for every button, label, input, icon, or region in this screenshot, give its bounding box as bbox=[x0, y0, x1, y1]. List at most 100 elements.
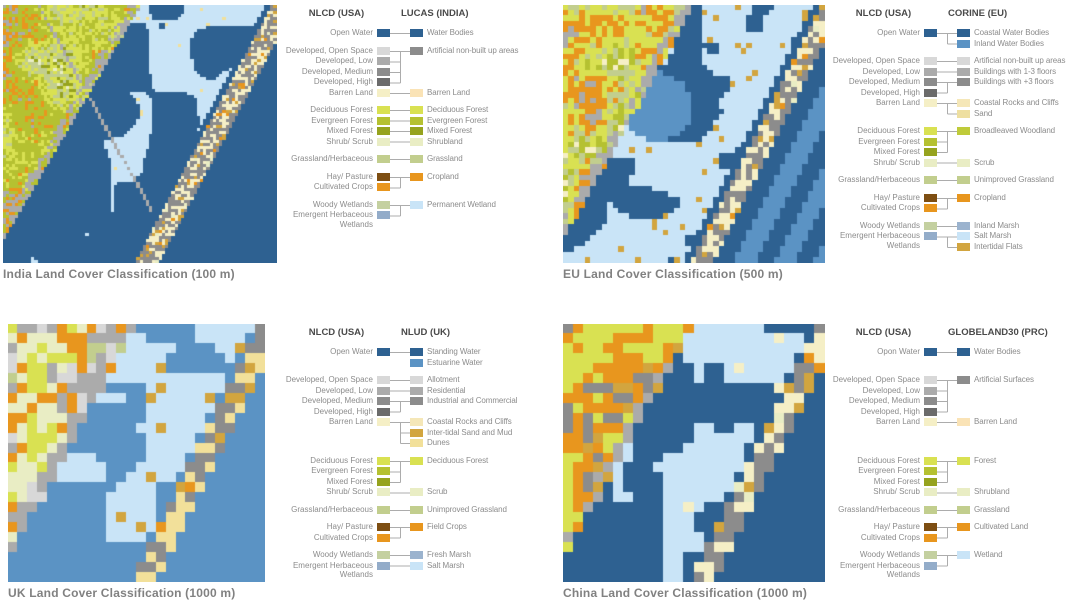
nlcd-class-swatch bbox=[377, 488, 390, 496]
target-class-swatch bbox=[410, 200, 423, 209]
nlcd-class-swatch bbox=[924, 505, 937, 514]
nlcd-class-swatch bbox=[377, 376, 390, 384]
target-class-label: Field Crops bbox=[427, 522, 467, 531]
legend-left-header: NLCD (USA) bbox=[855, 327, 912, 338]
nlcd-class-label: Developed, High bbox=[860, 87, 920, 97]
nlcd-class-label: Shrub/ Scrub bbox=[326, 136, 373, 146]
target-class-swatch bbox=[410, 397, 423, 405]
target-class-label: Barren Land bbox=[427, 87, 470, 97]
nlcd-class-swatch bbox=[377, 523, 390, 531]
target-class-swatch bbox=[957, 376, 970, 384]
nlcd-class-swatch bbox=[377, 200, 390, 209]
target-class-label: Barren Land bbox=[974, 417, 1017, 426]
nlcd-class-label: Open Water bbox=[877, 28, 920, 37]
target-class-label: Allotment bbox=[427, 375, 460, 384]
target-class-label: Cropland bbox=[427, 171, 459, 181]
nlcd-class-swatch bbox=[377, 106, 390, 114]
legend-connector-lines bbox=[937, 61, 957, 115]
nlcd-class-swatch bbox=[377, 127, 390, 135]
legend-connector-lines bbox=[937, 460, 957, 493]
target-class-label: Inland Marsh bbox=[974, 220, 1020, 230]
target-class-label: Industrial and Commercial bbox=[427, 396, 518, 405]
nlcd-class-label: Mixed Forest bbox=[326, 126, 373, 135]
target-class-swatch bbox=[410, 505, 423, 514]
nlcd-class-swatch bbox=[377, 172, 390, 181]
legend-connector-lines bbox=[390, 176, 410, 188]
nlcd-class-label: Woody Wetlands bbox=[312, 550, 373, 559]
nlcd-class-label: Developed, Medium bbox=[848, 77, 920, 86]
target-class-swatch bbox=[410, 456, 423, 465]
nlcd-class-label: Mixed Forest bbox=[873, 147, 920, 156]
target-class-swatch bbox=[410, 418, 423, 426]
legend-connector-lines bbox=[937, 352, 957, 353]
nlcd-class-label: Developed, Low bbox=[315, 385, 373, 395]
nlcd-class-swatch bbox=[924, 456, 937, 465]
nlcd-class-label: Cultivated Crops bbox=[313, 532, 373, 542]
legend-connector-lines bbox=[390, 33, 410, 34]
nlcd-class-label: Developed, Open Space bbox=[285, 45, 373, 55]
target-class-label: Cropland bbox=[974, 192, 1006, 202]
legend-connector-lines bbox=[390, 159, 410, 160]
legend-connector-lines bbox=[937, 555, 957, 567]
target-class-label: Deciduous Forest bbox=[427, 455, 489, 465]
legend-section: Developed, Open Space Developed, Low Devel… bbox=[283, 375, 533, 449]
legend-connector-lines bbox=[937, 527, 957, 539]
nlcd-class-label: Developed, Medium bbox=[301, 66, 373, 76]
nlcd-class-swatch bbox=[924, 523, 937, 531]
nlcd-class-label: Evergreen Forest bbox=[311, 466, 373, 475]
nlcd-class-label: Emergent Herbaceous Wetlands bbox=[292, 560, 373, 580]
nlcd-class-swatch bbox=[924, 488, 937, 496]
target-class-swatch bbox=[957, 67, 970, 76]
legend-body: Open Water Water Bodies Developed, Open Sp… bbox=[283, 28, 533, 238]
nlcd-class-swatch bbox=[924, 193, 937, 202]
legend-connector-lines bbox=[937, 180, 957, 181]
target-class-label: Artificial non-built up areas bbox=[427, 45, 519, 55]
nlcd-class-label: Emergent Herbaceous Wetlands bbox=[839, 231, 920, 250]
nlcd-class-swatch bbox=[377, 467, 390, 475]
nlcd-class-label: Developed, High bbox=[860, 406, 920, 416]
nlcd-class-swatch bbox=[924, 397, 937, 405]
nlcd-class-label: Developed, Medium bbox=[848, 396, 920, 405]
legend-section: Hay/ Pasture Cultivated Crops Cropland bbox=[283, 172, 533, 193]
uk-map-canvas bbox=[8, 324, 265, 582]
nlcd-class-swatch bbox=[924, 78, 937, 86]
nlcd-class-label: Mixed Forest bbox=[326, 476, 373, 486]
legend-section: Woody Wetlands Emergent Herbaceous Wetlan… bbox=[283, 200, 533, 232]
target-class-label: Residential bbox=[427, 385, 466, 395]
nlcd-class-label: Grassland/Herbaceous bbox=[291, 504, 373, 514]
nlcd-class-swatch bbox=[924, 418, 937, 426]
target-class-label: Mixed Forest bbox=[427, 126, 473, 135]
nlcd-class-label: Hay/ Pasture bbox=[873, 522, 920, 531]
legend-section: Grassland/Herbaceous Grassland bbox=[830, 505, 1080, 516]
target-class-swatch bbox=[957, 232, 970, 240]
target-class-swatch bbox=[957, 158, 970, 167]
target-class-label: Unimproved Grassland bbox=[974, 175, 1054, 184]
target-class-swatch bbox=[957, 242, 970, 251]
nlcd-class-swatch bbox=[924, 386, 937, 395]
nlcd-class-swatch bbox=[377, 116, 390, 125]
nlcd-class-label: Evergreen Forest bbox=[858, 136, 920, 146]
nlcd-class-swatch bbox=[924, 67, 937, 76]
nlcd-class-swatch bbox=[377, 477, 390, 486]
nlcd-class-label: Open Water bbox=[330, 28, 373, 37]
nlcd-class-label: Barren Land bbox=[328, 87, 373, 97]
legend-connector-lines bbox=[390, 380, 410, 444]
nlcd-class-swatch bbox=[924, 221, 937, 230]
target-class-swatch bbox=[957, 176, 970, 184]
legend-connector-lines bbox=[390, 555, 410, 567]
nlcd-class-label: Barren Land bbox=[328, 417, 373, 426]
nlcd-class-swatch bbox=[924, 57, 937, 65]
target-class-swatch bbox=[410, 348, 423, 356]
nlcd-class-swatch bbox=[924, 533, 937, 542]
nlcd-class-label: Hay/ Pasture bbox=[873, 192, 920, 202]
nlcd-class-swatch bbox=[377, 88, 390, 97]
target-class-swatch bbox=[410, 439, 423, 447]
nlcd-class-swatch bbox=[377, 46, 390, 55]
nlcd-class-swatch bbox=[377, 57, 390, 65]
legend-section: Woody Wetlands Emergent Herbaceous Wetlan… bbox=[830, 221, 1080, 253]
nlcd-class-swatch bbox=[924, 477, 937, 486]
target-class-swatch bbox=[957, 221, 970, 230]
legend-connector-lines bbox=[937, 197, 957, 209]
nlcd-class-label: Deciduous Forest bbox=[857, 126, 920, 135]
target-class-label: Grassland bbox=[974, 504, 1010, 514]
